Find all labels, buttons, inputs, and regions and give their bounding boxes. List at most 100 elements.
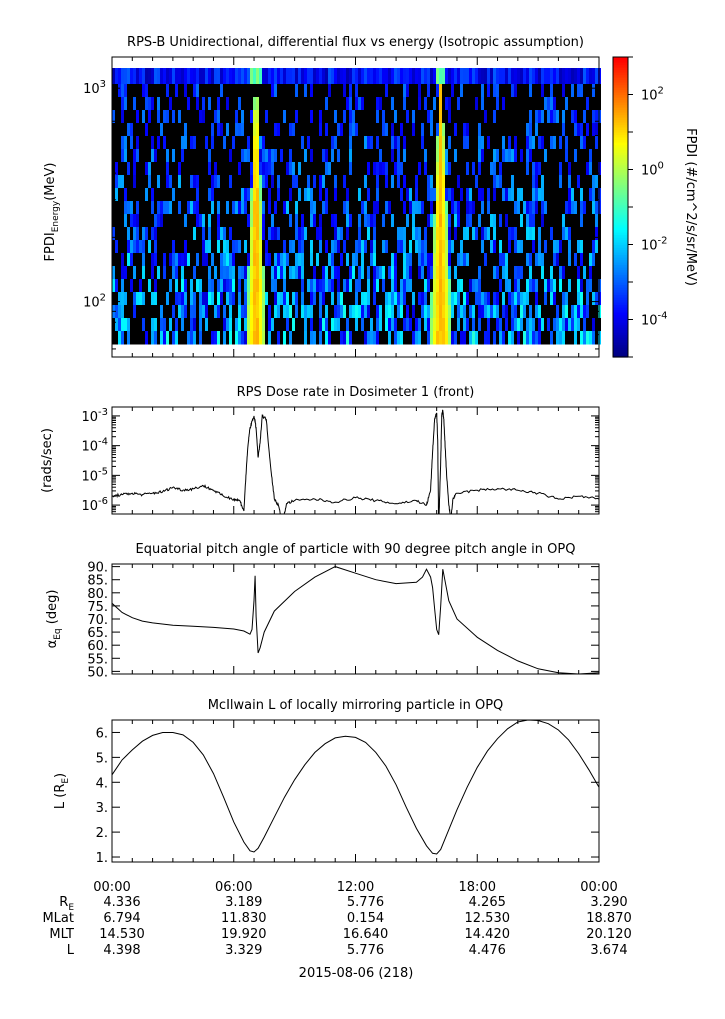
spectrogram-cell <box>277 214 280 228</box>
spectrogram-cell <box>409 68 412 84</box>
spectrogram-cell <box>463 266 466 280</box>
spectrogram-cell <box>136 305 139 319</box>
spectrogram-cell <box>418 279 421 293</box>
spectrogram-cell <box>541 318 544 332</box>
spectrogram-cell <box>349 214 352 228</box>
pitch-frame <box>111 563 600 675</box>
spectrogram-cell <box>298 227 301 241</box>
tick-exponent: 0 <box>658 161 664 172</box>
spectrogram-cell <box>445 331 448 345</box>
spectrogram-cell <box>220 84 223 98</box>
colorbar-segment <box>613 307 628 311</box>
spectrogram-cell <box>229 331 232 345</box>
spectrogram-cell <box>181 253 184 267</box>
spectrogram-cell <box>157 68 160 84</box>
spectrogram-cell <box>547 136 550 150</box>
colorbar-tick-label: 102 <box>641 86 664 104</box>
spectrogram-cell <box>397 227 400 241</box>
spectrogram-cell <box>463 227 466 241</box>
spectrogram-cell <box>274 123 277 137</box>
spectrogram-cell <box>223 110 226 124</box>
spectrogram-cell <box>118 136 121 150</box>
lshell-y-tick-label: 1. <box>96 851 108 866</box>
spectrogram-cell <box>208 292 211 306</box>
spectrogram-cell <box>247 136 250 150</box>
spectrogram-cell <box>208 201 211 215</box>
spectrogram-cell <box>346 305 349 319</box>
spectrogram-cell <box>361 136 364 150</box>
spectrogram-cell <box>454 162 457 176</box>
spectrogram-cell <box>163 227 166 241</box>
spectrogram-cell <box>259 279 262 293</box>
spectrogram-cell <box>484 240 487 254</box>
spectrogram-cell <box>478 110 481 124</box>
spectrogram-cell <box>169 149 172 163</box>
spectrogram-cell <box>394 266 397 280</box>
spectrogram-cell <box>385 279 388 293</box>
spectrogram-cell <box>331 253 334 267</box>
spectrogram-cell <box>256 175 259 189</box>
spectrogram-cell <box>514 227 517 241</box>
spectrogram-cell <box>367 136 370 150</box>
label-part: Energy <box>51 200 61 232</box>
spectrogram-cell <box>142 162 145 176</box>
spectrogram-cell <box>325 188 328 202</box>
spectrogram-cell <box>418 214 421 228</box>
spectrogram-cell <box>391 292 394 306</box>
spectrogram-cell <box>142 149 145 163</box>
spectrogram-cell <box>421 305 424 319</box>
spectrogram-cell <box>499 305 502 319</box>
spectrogram-cell <box>559 227 562 241</box>
spectrogram-cell <box>136 84 139 98</box>
spectrogram-cell <box>166 305 169 319</box>
spectrogram-cell <box>178 68 181 84</box>
spectrogram-cell <box>553 175 556 189</box>
spectrogram-cell <box>289 253 292 267</box>
spectrogram-cell <box>463 188 466 202</box>
spectrogram-cell <box>349 305 352 319</box>
spectrogram-cell <box>436 227 439 241</box>
spectrogram-cell <box>304 331 307 345</box>
spectrogram-cell <box>544 123 547 137</box>
spectrogram-cell <box>229 214 232 228</box>
spectrogram-cell <box>358 84 361 98</box>
spectrogram-cell <box>394 227 397 241</box>
spectrogram-cell <box>205 162 208 176</box>
spectrogram-cell <box>406 68 409 84</box>
spectrogram-cell <box>232 188 235 202</box>
spectrogram-cell <box>472 292 475 306</box>
spectrogram-cell <box>178 162 181 176</box>
spectrogram-cell <box>514 266 517 280</box>
spectrogram-cell <box>466 253 469 267</box>
spectrogram-cell <box>451 149 454 163</box>
spectrogram-cell <box>505 214 508 228</box>
spectrogram-cell <box>115 279 118 293</box>
spectrogram-cell <box>121 162 124 176</box>
spectrogram-cell <box>325 84 328 98</box>
spectrogram-cell <box>391 110 394 124</box>
colorbar-segment <box>613 77 628 81</box>
spectrogram-cell <box>451 201 454 215</box>
spectrogram-cell <box>520 318 523 332</box>
spectrogram-cell <box>499 149 502 163</box>
spectrogram-cell <box>520 253 523 267</box>
spectrogram-cell <box>151 305 154 319</box>
spectrogram-cell <box>544 240 547 254</box>
spectrogram-cell <box>364 279 367 293</box>
spectrogram-cell <box>502 253 505 267</box>
spectrogram-cell <box>295 227 298 241</box>
spectrogram-cell <box>403 110 406 124</box>
spectrogram-cell <box>451 331 454 345</box>
spectrogram-cell <box>220 149 223 163</box>
spectrogram-cell <box>340 136 343 150</box>
tick-exponent: -4 <box>98 437 108 448</box>
spectrogram-cell <box>382 292 385 306</box>
spectrogram-cell <box>289 162 292 176</box>
spectrogram-cell <box>331 305 334 319</box>
spectrogram-cell <box>457 292 460 306</box>
spectrogram-cell <box>322 214 325 228</box>
spectrogram-cell <box>550 188 553 202</box>
spectrogram-cell <box>115 136 118 150</box>
spectrogram-cell <box>472 84 475 98</box>
spectrogram-cell <box>556 162 559 176</box>
